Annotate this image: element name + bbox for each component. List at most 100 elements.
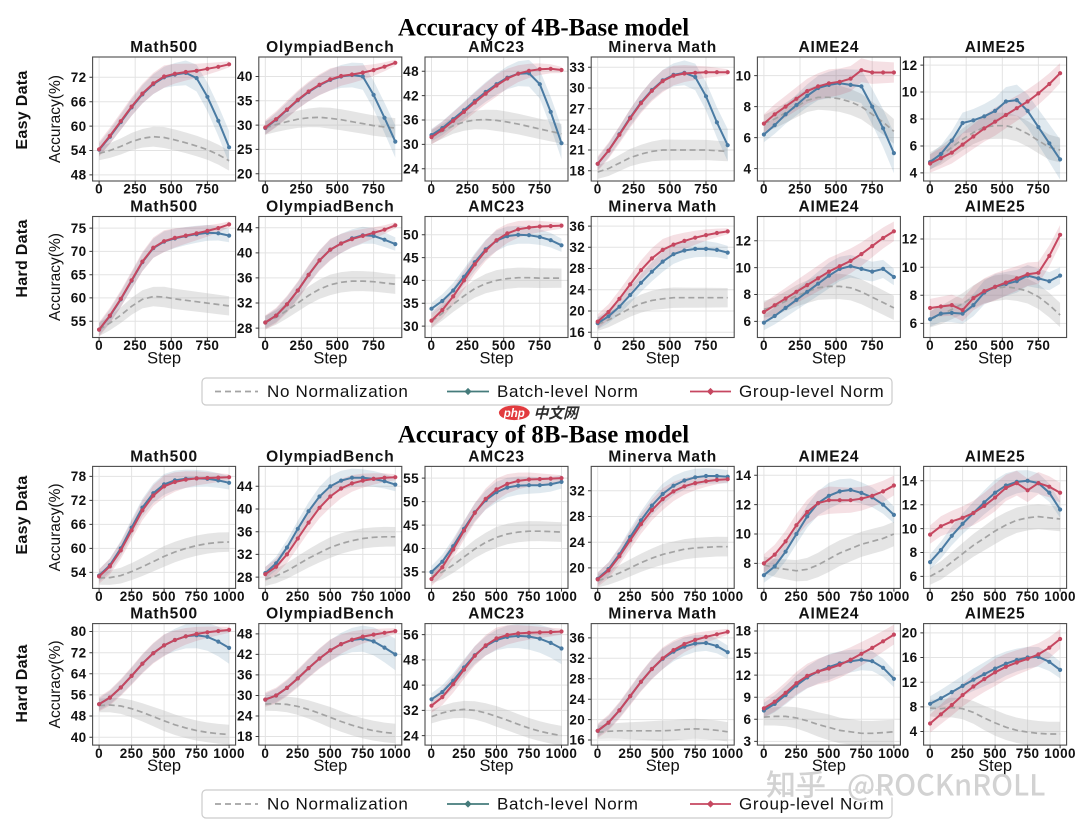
svg-text:40: 40 (403, 541, 419, 556)
svg-text:php: php (503, 408, 525, 420)
svg-text:8: 8 (910, 112, 918, 127)
svg-text:1000: 1000 (213, 589, 245, 604)
svg-text:250: 250 (622, 338, 646, 353)
svg-text:0: 0 (428, 182, 436, 197)
svg-text:500: 500 (817, 589, 841, 604)
svg-text:0: 0 (926, 746, 934, 761)
svg-text:750: 750 (185, 589, 209, 604)
svg-text:0: 0 (95, 338, 103, 353)
svg-text:750: 750 (850, 589, 874, 604)
svg-text:10: 10 (736, 260, 752, 275)
svg-text:16: 16 (569, 733, 585, 748)
svg-text:No Normalization: No Normalization (267, 795, 409, 814)
svg-text:AIME25: AIME25 (965, 39, 1026, 56)
svg-text:45: 45 (403, 250, 419, 265)
svg-text:0: 0 (594, 182, 602, 197)
svg-text:48: 48 (237, 627, 253, 642)
svg-text:Accuracy(%): Accuracy(%) (47, 233, 64, 321)
svg-text:56: 56 (71, 688, 87, 703)
svg-text:72: 72 (71, 70, 87, 85)
svg-text:10: 10 (902, 85, 918, 100)
svg-text:35: 35 (237, 94, 253, 109)
svg-text:500: 500 (983, 589, 1007, 604)
svg-text:40: 40 (237, 69, 253, 84)
svg-text:250: 250 (788, 182, 812, 197)
svg-text:0: 0 (261, 746, 269, 761)
svg-text:750: 750 (517, 589, 541, 604)
svg-text:1000: 1000 (878, 746, 910, 761)
svg-text:750: 750 (860, 338, 884, 353)
svg-text:750: 750 (517, 746, 541, 761)
svg-text:500: 500 (658, 182, 682, 197)
svg-text:20: 20 (569, 561, 585, 576)
svg-text:Step: Step (978, 349, 1012, 367)
svg-text:28: 28 (569, 671, 585, 686)
svg-text:64: 64 (71, 667, 87, 682)
svg-text:Step: Step (978, 757, 1012, 775)
svg-text:4: 4 (910, 724, 918, 739)
svg-text:48: 48 (71, 168, 87, 183)
svg-text:750: 750 (185, 746, 209, 761)
svg-text:500: 500 (983, 746, 1007, 761)
svg-text:1000: 1000 (712, 746, 744, 761)
svg-text:3: 3 (743, 734, 751, 749)
svg-text:750: 750 (860, 182, 884, 197)
svg-text:750: 750 (1016, 746, 1040, 761)
svg-text:750: 750 (196, 182, 220, 197)
svg-text:28: 28 (569, 261, 585, 276)
svg-text:No Normalization: No Normalization (267, 382, 409, 401)
svg-text:500: 500 (485, 589, 509, 604)
svg-text:Easy Data: Easy Data (14, 70, 31, 149)
svg-text:AMC23: AMC23 (468, 199, 525, 216)
svg-text:72: 72 (71, 645, 87, 660)
svg-text:1000: 1000 (712, 589, 744, 604)
svg-text:Math500: Math500 (130, 448, 198, 465)
svg-text:18: 18 (569, 163, 585, 178)
svg-text:72: 72 (71, 493, 87, 508)
svg-text:70: 70 (71, 244, 87, 259)
svg-text:250: 250 (290, 182, 314, 197)
svg-text:40: 40 (403, 273, 419, 288)
svg-text:20: 20 (569, 712, 585, 727)
svg-text:20: 20 (237, 166, 253, 181)
svg-text:250: 250 (123, 182, 147, 197)
svg-text:60: 60 (71, 119, 87, 134)
svg-text:1000: 1000 (1044, 589, 1076, 604)
svg-text:24: 24 (569, 122, 585, 137)
svg-text:12: 12 (902, 58, 918, 73)
svg-text:0: 0 (594, 589, 602, 604)
svg-text:0: 0 (594, 746, 602, 761)
svg-text:12: 12 (902, 497, 918, 512)
svg-text:60: 60 (71, 541, 87, 556)
svg-text:250: 250 (120, 746, 144, 761)
svg-text:750: 750 (850, 746, 874, 761)
svg-text:40: 40 (237, 502, 253, 517)
svg-text:48: 48 (403, 64, 419, 79)
svg-text:6: 6 (743, 130, 751, 145)
svg-text:250: 250 (618, 746, 642, 761)
svg-text:750: 750 (683, 746, 707, 761)
svg-text:8: 8 (743, 287, 751, 302)
svg-text:500: 500 (824, 182, 848, 197)
svg-text:Accuracy(%): Accuracy(%) (47, 75, 64, 163)
svg-text:750: 750 (351, 589, 375, 604)
svg-text:0: 0 (760, 182, 768, 197)
svg-text:250: 250 (951, 746, 975, 761)
svg-text:0: 0 (760, 746, 768, 761)
svg-text:AIME24: AIME24 (799, 606, 860, 623)
svg-text:0: 0 (926, 182, 934, 197)
svg-text:Minerva Math: Minerva Math (608, 199, 717, 216)
svg-text:500: 500 (318, 589, 342, 604)
svg-text:10: 10 (902, 521, 918, 536)
svg-text:36: 36 (569, 631, 585, 646)
svg-text:Batch-level Norm: Batch-level Norm (497, 382, 639, 401)
svg-text:750: 750 (528, 182, 552, 197)
svg-text:500: 500 (492, 182, 516, 197)
svg-text:28: 28 (237, 570, 253, 585)
svg-text:500: 500 (492, 338, 516, 353)
svg-text:0: 0 (760, 338, 768, 353)
svg-text:1000: 1000 (213, 746, 245, 761)
svg-text:28: 28 (237, 321, 253, 336)
svg-text:OlympiadBench: OlympiadBench (266, 39, 394, 56)
svg-text:8: 8 (743, 99, 751, 114)
